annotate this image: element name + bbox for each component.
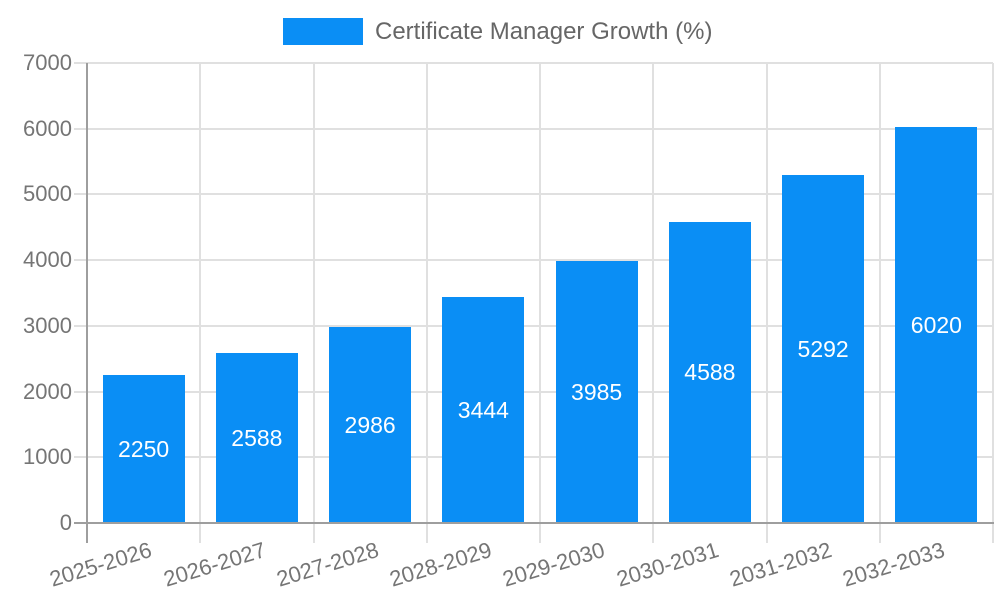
bar <box>102 375 185 523</box>
y-tick-label: 6000 <box>23 115 72 141</box>
bar <box>215 352 298 523</box>
bar <box>329 326 412 523</box>
bar-value-label: 3444 <box>457 396 509 423</box>
bar <box>555 261 638 523</box>
y-gridline <box>74 324 993 327</box>
x-gridline <box>199 63 202 543</box>
x-gridline <box>878 63 881 543</box>
x-tick-label: 2025-2026 <box>47 537 155 592</box>
bar-value-label: 3985 <box>571 379 623 406</box>
y-tick-label: 7000 <box>23 50 72 75</box>
y-tick-label: 5000 <box>23 181 72 207</box>
y-gridline <box>74 390 993 393</box>
y-gridline <box>74 193 993 196</box>
y-gridline <box>74 62 993 64</box>
y-tick-label: 1000 <box>23 444 72 470</box>
y-gridline <box>74 259 993 262</box>
y-tick-label: 3000 <box>23 312 72 338</box>
x-tick-label: 2027-2028 <box>273 537 382 592</box>
bar <box>895 127 978 523</box>
bar-value-label: 4588 <box>684 359 736 386</box>
bar-value-label: 2986 <box>344 411 396 438</box>
bar-value-label: 5292 <box>797 336 849 363</box>
bar-value-label: 6020 <box>910 312 962 339</box>
x-axis-line <box>74 522 994 524</box>
x-gridline <box>539 63 541 543</box>
bar <box>668 221 751 523</box>
x-gridline <box>425 63 428 543</box>
bar-value-label: 2588 <box>231 424 283 451</box>
y-gridline <box>74 127 993 130</box>
x-gridline <box>652 63 655 543</box>
bar <box>782 175 865 523</box>
y-tick-label: 4000 <box>23 247 72 273</box>
x-tick-label: 2032-2033 <box>839 537 948 592</box>
x-gridline <box>312 63 315 543</box>
x-tick-label: 2026-2027 <box>160 537 269 592</box>
legend-swatch <box>283 18 363 45</box>
y-axis-line <box>86 63 88 543</box>
x-gridline <box>765 63 768 543</box>
x-tick-label: 2029-2030 <box>500 537 608 592</box>
y-gridline <box>74 456 993 459</box>
bar <box>442 296 525 523</box>
x-tick-label: 2030-2031 <box>613 537 722 592</box>
x-tick-label: 2028-2029 <box>386 537 495 592</box>
chart-legend-item[interactable]: Certificate Manager Growth (%) <box>283 18 712 45</box>
x-gridline <box>992 63 994 543</box>
bar-value-label: 2250 <box>118 436 170 463</box>
x-tick-label: 2031-2032 <box>726 537 835 592</box>
legend-label: Certificate Manager Growth (%) <box>375 17 713 45</box>
y-tick-label: 2000 <box>23 378 72 404</box>
y-tick-label: 0 <box>59 510 72 535</box>
